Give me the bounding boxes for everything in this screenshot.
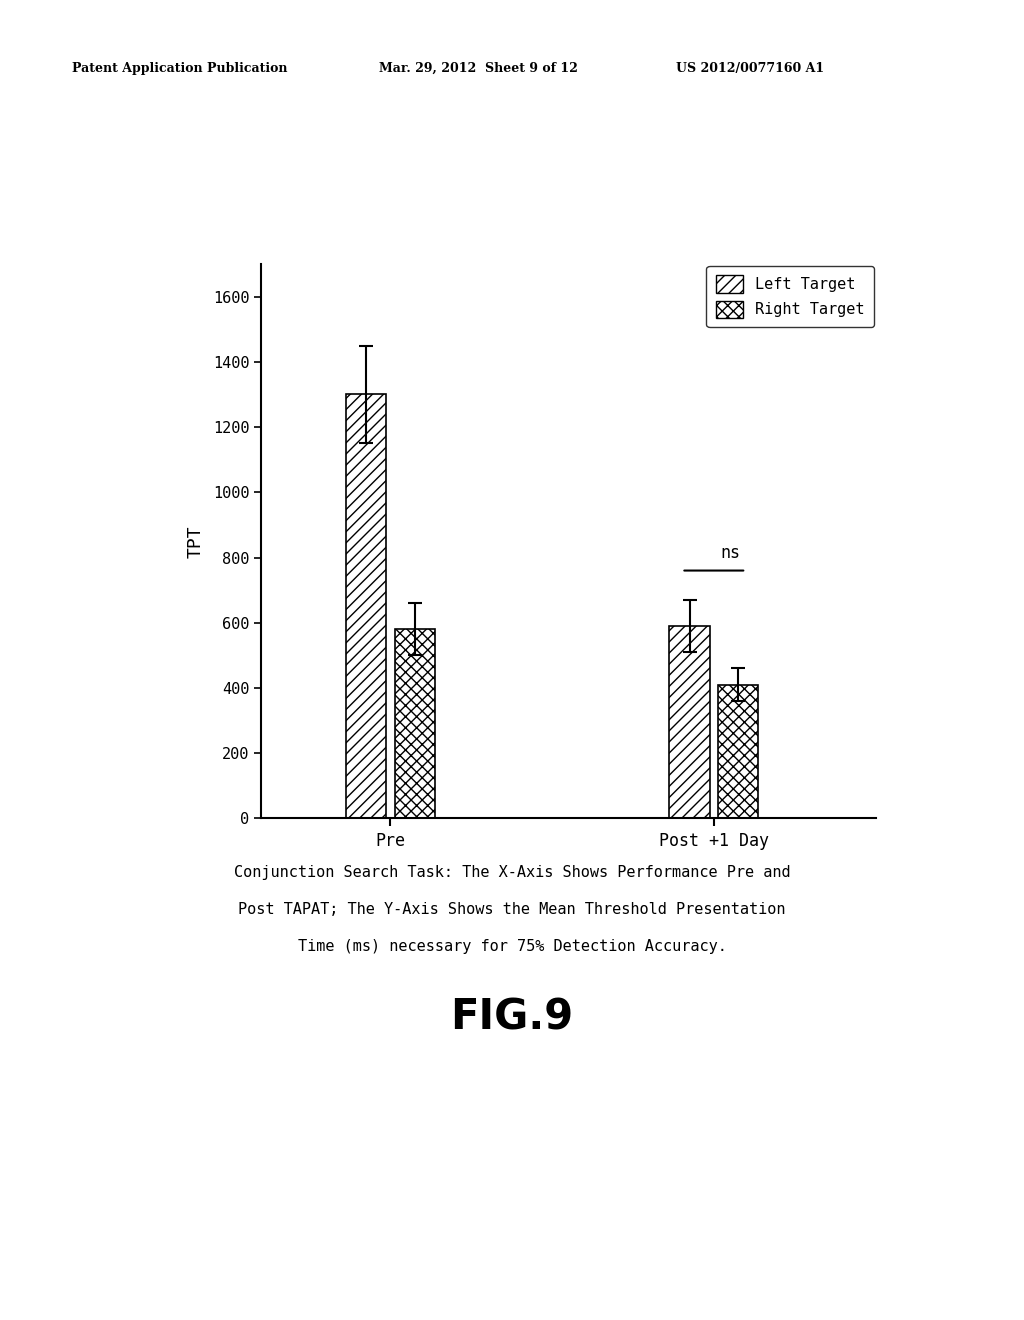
Bar [346,395,386,818]
Bar [670,626,710,818]
Text: Conjunction Search Task: The X-Axis Shows Performance Pre and: Conjunction Search Task: The X-Axis Show… [233,865,791,879]
Bar [718,685,759,818]
Bar [394,630,435,818]
Text: Time (ms) necessary for 75% Detection Accuracy.: Time (ms) necessary for 75% Detection Ac… [298,939,726,953]
Text: Mar. 29, 2012  Sheet 9 of 12: Mar. 29, 2012 Sheet 9 of 12 [379,62,578,75]
Text: US 2012/0077160 A1: US 2012/0077160 A1 [676,62,824,75]
Text: Patent Application Publication: Patent Application Publication [72,62,287,75]
Y-axis label: TPT: TPT [186,525,205,557]
Text: ns: ns [720,544,740,562]
Legend: Left Target, Right Target: Left Target, Right Target [707,267,874,327]
Text: FIG.9: FIG.9 [451,997,573,1039]
Text: Post TAPAT; The Y-Axis Shows the Mean Threshold Presentation: Post TAPAT; The Y-Axis Shows the Mean Th… [239,902,785,916]
